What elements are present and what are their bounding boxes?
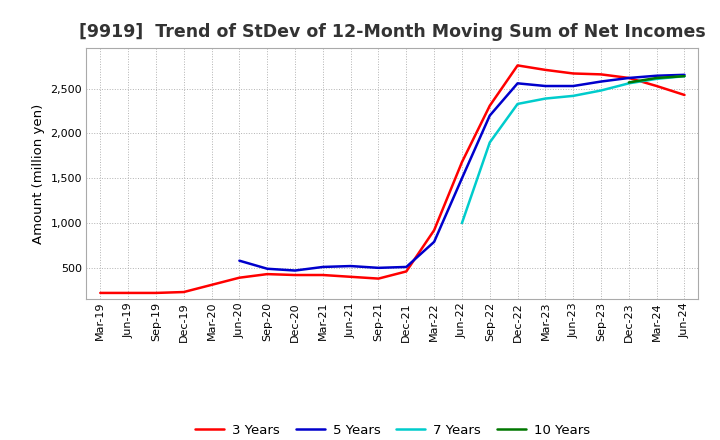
5 Years: [402, 264, 410, 270]
Y-axis label: Amount (million yen): Amount (million yen): [32, 104, 45, 244]
5 Years: [541, 83, 550, 88]
7 Years: [569, 93, 577, 99]
3 Years: [541, 67, 550, 73]
5 Years: [263, 266, 271, 271]
5 Years: [374, 265, 383, 271]
3 Years: [624, 75, 633, 81]
Line: 5 Years: 5 Years: [239, 75, 685, 271]
3 Years: [485, 103, 494, 108]
5 Years: [680, 72, 689, 77]
5 Years: [624, 75, 633, 81]
5 Years: [235, 258, 243, 263]
5 Years: [458, 176, 467, 181]
3 Years: [291, 272, 300, 278]
3 Years: [179, 290, 188, 295]
7 Years: [597, 88, 606, 93]
5 Years: [291, 268, 300, 273]
3 Years: [152, 290, 161, 296]
5 Years: [485, 113, 494, 118]
3 Years: [96, 290, 104, 296]
5 Years: [597, 79, 606, 84]
7 Years: [485, 140, 494, 145]
3 Years: [207, 282, 216, 287]
Title: [9919]  Trend of StDev of 12-Month Moving Sum of Net Incomes: [9919] Trend of StDev of 12-Month Moving…: [79, 23, 706, 41]
7 Years: [458, 220, 467, 226]
7 Years: [541, 96, 550, 101]
7 Years: [513, 101, 522, 106]
3 Years: [458, 160, 467, 165]
3 Years: [235, 275, 243, 280]
3 Years: [346, 274, 355, 279]
3 Years: [569, 71, 577, 76]
7 Years: [624, 81, 633, 86]
10 Years: [680, 73, 689, 79]
5 Years: [569, 83, 577, 88]
3 Years: [263, 271, 271, 277]
5 Years: [430, 239, 438, 245]
Line: 7 Years: 7 Years: [462, 76, 685, 223]
5 Years: [652, 73, 661, 78]
3 Years: [402, 269, 410, 274]
10 Years: [652, 75, 661, 81]
3 Years: [513, 63, 522, 68]
Legend: 3 Years, 5 Years, 7 Years, 10 Years: 3 Years, 5 Years, 7 Years, 10 Years: [190, 418, 595, 440]
5 Years: [513, 81, 522, 86]
3 Years: [430, 227, 438, 233]
3 Years: [318, 272, 327, 278]
3 Years: [597, 72, 606, 77]
7 Years: [680, 73, 689, 79]
7 Years: [652, 76, 661, 81]
3 Years: [680, 92, 689, 98]
3 Years: [374, 276, 383, 281]
10 Years: [624, 80, 633, 85]
5 Years: [318, 264, 327, 270]
Line: 10 Years: 10 Years: [629, 76, 685, 82]
3 Years: [652, 83, 661, 88]
Line: 3 Years: 3 Years: [100, 66, 685, 293]
5 Years: [346, 264, 355, 269]
3 Years: [124, 290, 132, 296]
